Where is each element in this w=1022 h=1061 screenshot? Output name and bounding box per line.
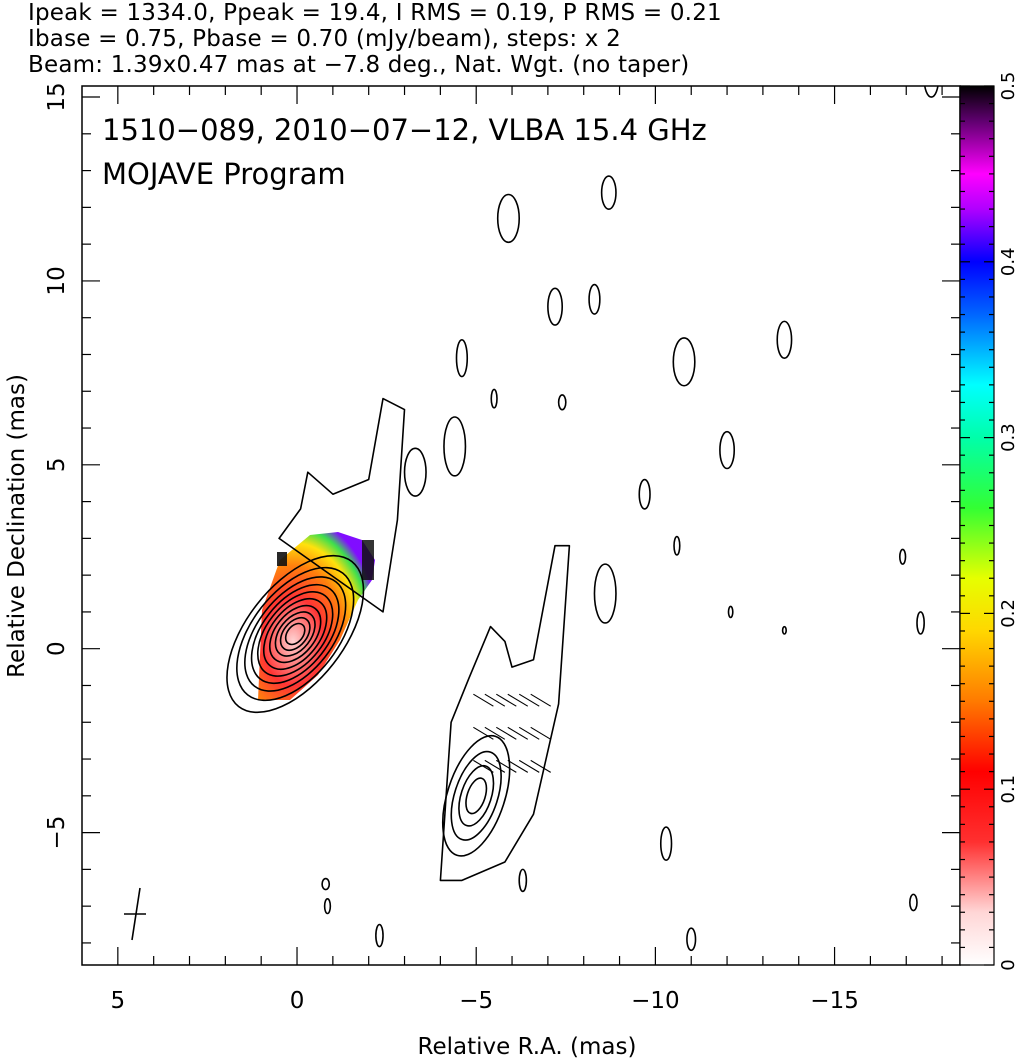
faint-contour-12: [593, 563, 617, 624]
core-contour-8: [279, 616, 311, 652]
y-tick-label: 10: [44, 266, 70, 295]
polarization-vector-2: [496, 693, 517, 707]
lobe-contour-0: [441, 734, 511, 857]
y-axis-label: Relative Declination (mas): [4, 374, 30, 678]
core-contour-5: [262, 597, 328, 671]
y-tick-label: 0: [44, 641, 70, 656]
core-contour-6: [268, 604, 322, 664]
faint-contour-14: [727, 605, 734, 619]
map-title: 1510−089, 2010−07−12, VLBA 15.4 GHz: [102, 113, 707, 147]
faint-contour-20: [659, 826, 673, 861]
faint-contour-11: [638, 478, 651, 510]
faint-contour-7: [455, 338, 469, 378]
beam-symbol: [124, 887, 146, 941]
polarization-vector-6: [473, 726, 494, 740]
faint-contour-18: [923, 86, 939, 98]
faint-contour-26: [557, 394, 567, 411]
polarization-vector-7: [484, 726, 506, 740]
faint-contour-25: [321, 877, 331, 891]
colorbar-tick-label: 0.2: [998, 599, 1019, 628]
core-contour-9: [284, 622, 306, 646]
faint-contour-1: [547, 287, 564, 326]
colorbar: [959, 85, 995, 966]
faint-contour-24: [375, 923, 384, 948]
polarization-vector-3: [507, 693, 529, 707]
faint-contour-10: [443, 416, 467, 477]
lobe-contour-2: [458, 764, 495, 827]
lobe-contour-1: [450, 750, 502, 841]
core-contour-0: [226, 554, 365, 714]
colorbar-tick-label: 0: [998, 959, 1019, 970]
core-contour-2: [244, 576, 347, 692]
polarization-vector-11: [530, 726, 551, 740]
faint-contour-23: [323, 897, 332, 915]
faint-contour-8: [490, 388, 498, 409]
faint-contour-6: [719, 430, 736, 470]
header-line-2: Ibase = 0.75, Pbase = 0.70 (mJy/beam), s…: [28, 26, 621, 52]
polarization-vector-4: [518, 693, 540, 707]
polarization-vector-10: [518, 726, 540, 740]
lobe-contour-3: [465, 777, 488, 815]
polarization-vector-15: [507, 759, 529, 773]
polarization-vector-14: [496, 759, 517, 773]
polarization-vector-0: [473, 693, 494, 707]
faint-contour-15: [781, 625, 787, 635]
core-contour-1: [236, 566, 355, 702]
y-tick-label: 5: [44, 457, 70, 472]
faint-contour-2: [588, 283, 601, 315]
faint-contour-5: [776, 320, 793, 359]
faint-contour-4: [672, 337, 696, 387]
colorbar-tick-label: 0.4: [998, 247, 1019, 276]
polarization-vector-13: [484, 759, 506, 773]
header-line-3: Beam: 1.39x0.47 mas at −7.8 deg., Nat. W…: [28, 52, 690, 78]
contour-layer: [226, 86, 939, 952]
polarization-vector-17: [530, 759, 551, 773]
faint-contour-21: [686, 927, 697, 952]
colorbar-tick-label: 0.3: [998, 423, 1019, 452]
x-tick-label: −15: [810, 988, 859, 1014]
jet-ridge-contour: [278, 397, 406, 613]
polarization-vector-12: [473, 759, 494, 773]
faint-contour-3: [600, 175, 617, 211]
polarization-vector-1: [484, 693, 506, 707]
colorbar-ticks: 0 0.1 0.2 0.3 0.4 0.5: [960, 72, 1019, 971]
axes-ticks: 5 0 −5 −10 −15 15 10 5 0 −5: [44, 82, 960, 1014]
outer-jet-contour: [439, 544, 571, 882]
map-subtitle: MOJAVE Program: [102, 157, 346, 191]
faint-contour-19: [518, 868, 528, 893]
faint-contour-0: [496, 193, 521, 244]
colorbar-tick-label: 0.1: [998, 775, 1019, 804]
x-tick-label: −5: [459, 988, 493, 1014]
y-tick-label: −5: [44, 816, 70, 850]
polarization-vector-8: [496, 726, 517, 740]
polarization-vector-5: [530, 693, 551, 707]
polarization-vector-9: [507, 726, 529, 740]
core-contour-4: [256, 591, 334, 677]
polarization-vector-16: [518, 759, 540, 773]
x-tick-label: 5: [111, 988, 126, 1014]
faint-contour-13: [673, 535, 681, 556]
x-tick-label: −10: [631, 988, 680, 1014]
header-line-1: Ipeak = 1334.0, Ppeak = 19.4, I RMS = 0.…: [28, 0, 722, 26]
faint-contour-22: [909, 893, 918, 912]
faint-contour-17: [898, 548, 907, 565]
core-contour-7: [274, 611, 316, 657]
colorbar-tick-label: 0.5: [998, 72, 1019, 101]
plot-frame: [81, 85, 961, 966]
x-axis-label: Relative R.A. (mas): [418, 1034, 637, 1060]
core-contour-3: [250, 583, 340, 685]
x-tick-label: 0: [290, 988, 305, 1014]
y-tick-label: 15: [44, 82, 70, 111]
faint-contour-16: [916, 611, 925, 635]
faint-contour-9: [403, 447, 427, 497]
